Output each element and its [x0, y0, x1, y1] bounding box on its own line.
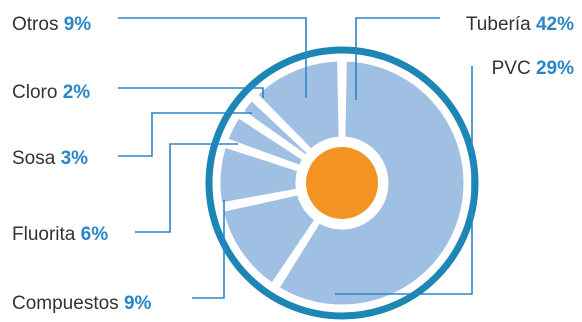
outer-ring — [205, 46, 479, 320]
leader-pvc — [335, 66, 473, 295]
leader-compuestos — [192, 200, 225, 299]
leader-cloro — [118, 87, 264, 98]
value-sosa: 3% — [61, 148, 89, 169]
label-sosa: Sosa 3% — [12, 148, 88, 169]
leader-sosa — [118, 112, 252, 157]
label-cloro: Cloro 2% — [12, 82, 90, 103]
value-fluorita: 6% — [81, 224, 109, 245]
value-tuberia: 42% — [536, 14, 574, 35]
label-pvc: PVC 29% — [492, 58, 574, 79]
center-dot — [306, 147, 378, 219]
label-otros: Otros 9% — [12, 14, 91, 35]
value-cloro: 2% — [63, 82, 91, 103]
leader-tuberia — [355, 17, 440, 100]
value-compuestos: 9% — [124, 293, 152, 314]
slice-tuberia — [274, 56, 469, 310]
label-fluorita: Fluorita 6% — [12, 224, 108, 245]
value-pvc: 29% — [536, 58, 574, 79]
value-otros: 9% — [64, 14, 92, 35]
slice-fluorita — [215, 142, 303, 208]
slice-compuestos — [218, 190, 320, 289]
label-tuberia: Tubería 42% — [466, 14, 574, 35]
leader-otros — [118, 17, 307, 98]
label-compuestos: Compuestos 9% — [12, 293, 152, 314]
leader-fluorita — [135, 143, 238, 233]
slice-otros — [252, 56, 344, 155]
